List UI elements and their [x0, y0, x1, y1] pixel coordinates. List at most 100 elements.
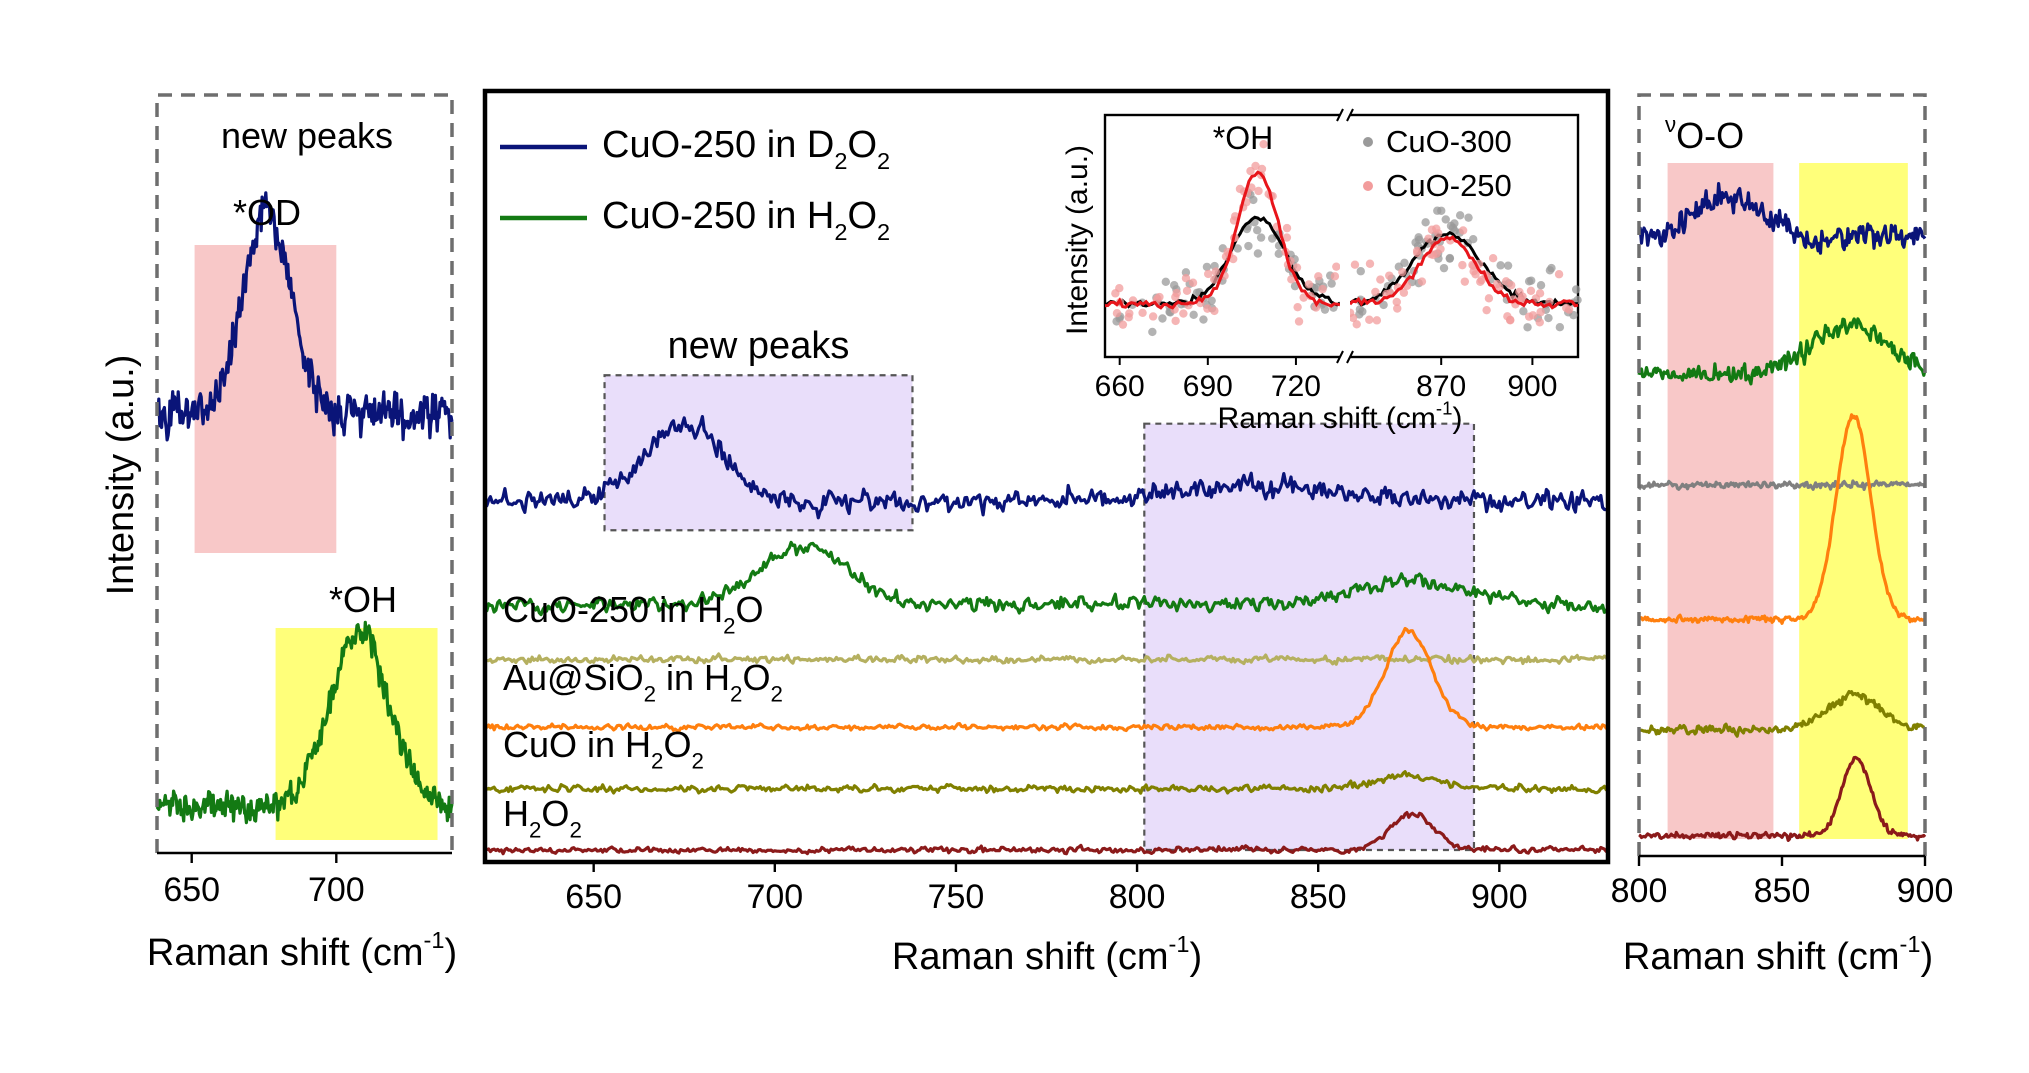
main-series-line [484, 811, 1608, 856]
inset-point [1352, 320, 1361, 329]
inset-point [1327, 279, 1336, 288]
inset-point [1523, 323, 1532, 332]
inset-point [1244, 241, 1253, 251]
inset-break-mark [1336, 350, 1344, 364]
inset-point [1287, 275, 1296, 284]
inset-point [1111, 289, 1120, 298]
main-x-tick-label: 700 [746, 878, 803, 916]
inset-break-mark [1336, 108, 1344, 122]
inset-point [1439, 263, 1449, 273]
right-series-line [1638, 689, 1926, 738]
inset-point [1210, 306, 1219, 316]
inset-point [1293, 302, 1302, 312]
inset-annotation: *OH [1213, 120, 1273, 156]
main-series-line [483, 540, 1610, 617]
main-xlabel: Raman shift (cm-1) [892, 931, 1202, 978]
inset-point [1202, 262, 1212, 272]
inset-point [1314, 272, 1323, 281]
inset-point [1365, 315, 1374, 324]
inset-point [1257, 164, 1267, 174]
left-frame [155, 93, 454, 853]
inset-point [1545, 266, 1555, 275]
inset-point [1171, 292, 1180, 302]
main-series-line [484, 770, 1610, 795]
inset-point [1424, 234, 1433, 243]
inset-point [1153, 294, 1162, 303]
inset-point [1320, 305, 1330, 314]
inset-point [1414, 235, 1424, 245]
inset-panel: 660 690 720 870 900 *OH CuO-300 CuO-250 Raman sh… [1061, 108, 1582, 435]
inset-point [1535, 318, 1544, 327]
inset-point [1544, 313, 1553, 323]
left-label-oh: *OH [329, 579, 397, 620]
inset-tick-label: 660 [1095, 370, 1145, 403]
inset-point [1274, 249, 1283, 259]
inset-point [1393, 304, 1402, 313]
inset-point [1138, 308, 1147, 317]
right-series-line [1637, 413, 1926, 625]
main-x-tick-label: 850 [1290, 878, 1347, 916]
inset-point [1125, 309, 1134, 318]
main-x-tick-label: 900 [1471, 878, 1528, 916]
inset-point [1210, 275, 1219, 284]
main-x-tick-label: 800 [1109, 878, 1166, 916]
inset-ylabel: Intensity (a.u.) [1061, 145, 1094, 335]
highlight-pink [1667, 163, 1774, 839]
inset-point [1356, 267, 1365, 276]
right-frame [1637, 93, 1927, 856]
inset-point [1477, 275, 1486, 285]
inset-point [1282, 223, 1292, 233]
left-x-tick-label: 700 [308, 871, 365, 909]
legend-label: CuO-250 in H2O2 [602, 195, 890, 245]
inset-point [1365, 259, 1375, 268]
main-series-line [484, 626, 1609, 734]
inset-point [1455, 211, 1465, 220]
main-panel: new peaks CuO-250 in H2O Au@SiO2 in H2O2 Cu… [482, 88, 1611, 978]
inset-point [1282, 233, 1292, 242]
main-series-line [484, 652, 1610, 666]
inset-point [1171, 316, 1180, 326]
inset-point [1211, 267, 1220, 276]
inset-point [1259, 139, 1268, 149]
inset-point [1469, 267, 1478, 276]
main-series-line [484, 415, 1610, 520]
main-series-label: CuO-250 in H2O [503, 589, 764, 639]
inset-point [1484, 294, 1494, 303]
inset-point [1204, 269, 1213, 279]
left-series-line [155, 191, 454, 442]
inset-fit-line [1104, 215, 1341, 309]
inset-tick-label: 900 [1507, 370, 1557, 403]
inset-point [1460, 277, 1470, 286]
inset-point [1571, 285, 1581, 294]
left-label-od: *OD [233, 192, 301, 233]
main-x-tick-label: 650 [565, 878, 622, 916]
inset-point [1181, 273, 1191, 283]
right-series-line [1637, 317, 1927, 386]
inset-point [1506, 316, 1515, 325]
left-xlabel: Raman shift (cm-1) [147, 927, 457, 974]
inset-break-gap [1340, 109, 1350, 363]
right-x-tick-label: 900 [1897, 872, 1954, 910]
inset-point [1379, 300, 1388, 310]
inset-point [1355, 310, 1364, 319]
inset-point [1376, 275, 1385, 284]
left-title: new peaks [221, 115, 393, 156]
inset-point [1188, 278, 1198, 287]
inset-point [1458, 226, 1468, 235]
left-series-line [155, 620, 454, 825]
inset-legend-marker [1363, 137, 1373, 147]
inset-legend-marker [1363, 181, 1373, 191]
inset-point [1256, 233, 1266, 242]
inset-point [1535, 289, 1545, 298]
inset-point [1170, 281, 1179, 290]
inset-point [1448, 223, 1458, 232]
inset-tick-label: 870 [1416, 370, 1466, 403]
inset-point [1148, 312, 1158, 321]
inset-point [1294, 317, 1304, 326]
inset-point [1421, 218, 1430, 227]
inset-point [1488, 254, 1498, 263]
inset-point [1228, 254, 1238, 264]
inset-point [1496, 261, 1505, 270]
inset-point [1199, 315, 1208, 324]
inset-point [1554, 270, 1564, 279]
